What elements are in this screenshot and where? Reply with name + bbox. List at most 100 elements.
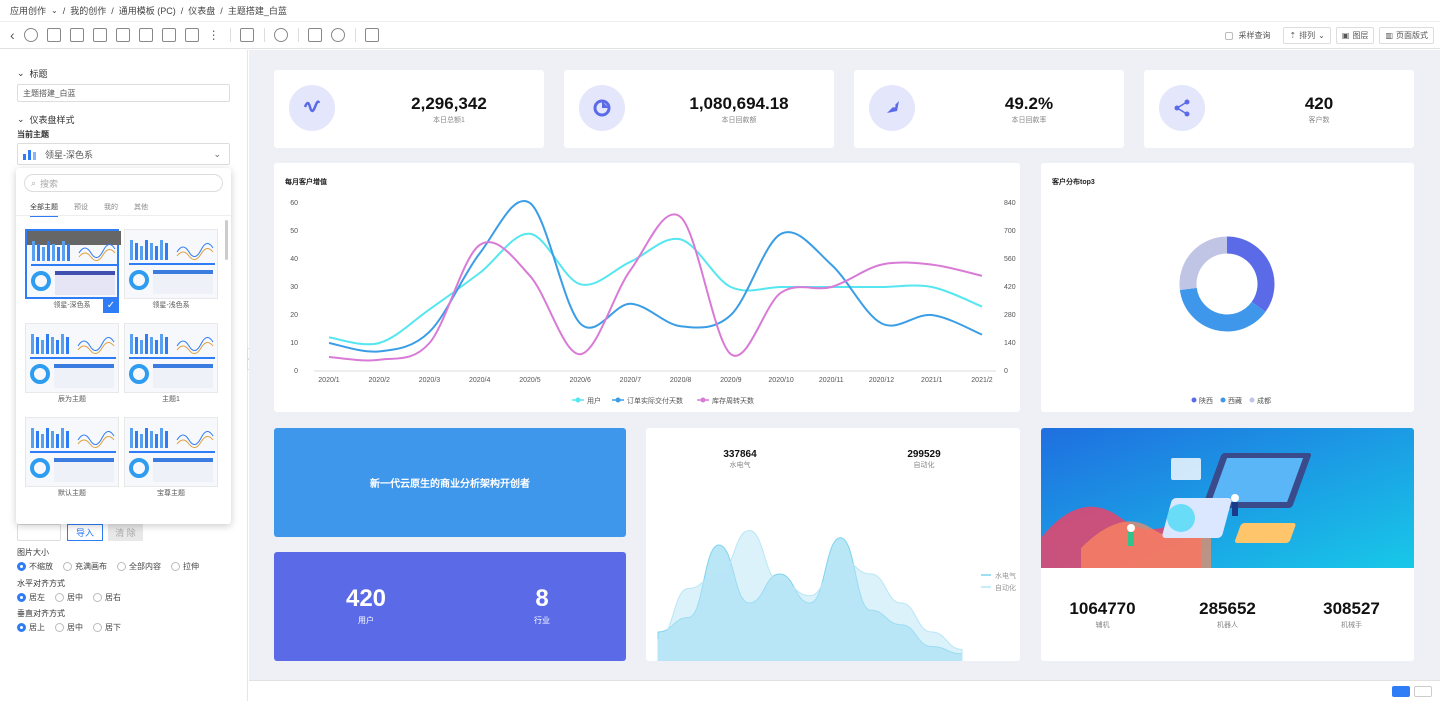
theme-search-input[interactable]: ⌕ 搜索 [24, 174, 223, 192]
component-icon[interactable] [115, 28, 130, 42]
theme-select[interactable]: 领星-深色系 ⌄ [17, 143, 230, 165]
kpi-value: 420 [1304, 94, 1334, 113]
radio-align-left[interactable]: 居左 [17, 592, 45, 603]
breadcrumb-item[interactable]: 通用模板 (PC) [118, 6, 176, 16]
desktop-view-icon[interactable] [1392, 686, 1410, 697]
radio-align-top[interactable]: 居上 [17, 622, 45, 633]
mobile-view-icon[interactable] [1414, 686, 1432, 697]
x-tick-label: 2020/9 [720, 377, 742, 384]
legend-label[interactable]: 自动化 [995, 583, 1016, 592]
area-chart-card[interactable]: 337864 水电气 299529 自动化 水电气 自动化 [646, 428, 1020, 661]
sample-query-checkbox[interactable] [1225, 31, 1234, 40]
theme-card[interactable]: 主题1 [124, 323, 218, 407]
table-icon[interactable] [92, 28, 107, 42]
line-chart-card[interactable]: 每月客户增值 0 0 10 140 20 280 30 420 40 560 50 700 60 840 2… [274, 163, 1020, 412]
style-section-header[interactable]: ⌄ 仪表盘样式 [17, 113, 75, 126]
image-icon[interactable] [46, 28, 61, 42]
chevron-down-icon[interactable]: ⌄ [51, 6, 58, 15]
y-tick-left: 20 [290, 312, 298, 319]
theme-card[interactable]: 默认主题 [25, 417, 119, 501]
breadcrumb-item[interactable]: 仪表盘 [188, 6, 216, 16]
legend-label[interactable]: 陕西 [1199, 396, 1213, 405]
bar-chart-icon [23, 150, 36, 160]
arrange-button[interactable]: ⇡ 排列 ⌄ [1283, 27, 1331, 44]
list-icon[interactable] [138, 28, 153, 42]
x-tick-label: 2020/4 [469, 377, 491, 384]
refresh-icon[interactable] [273, 28, 288, 42]
theme-preview-graphic [30, 334, 116, 388]
donut-chart: 陕西 西藏 成都 [1179, 236, 1275, 405]
present-icon[interactable] [239, 28, 254, 42]
radio-no-scale[interactable]: 不缩放 [17, 561, 53, 572]
theme-preview [25, 229, 121, 299]
dashboard-canvas: 2,296,342 本日总额1 1,080,694.18 本日回款额 49.2%… [249, 50, 1440, 680]
legend-label[interactable]: 订单实际交付天数 [627, 396, 683, 405]
y-tick-right: 420 [1004, 284, 1016, 291]
radio-align-right[interactable]: 居右 [93, 592, 121, 603]
legend-label[interactable]: 西藏 [1228, 396, 1242, 405]
illustration-card[interactable]: 1064770 辅机 285652 机器人 308527 机械手 [1041, 428, 1414, 661]
kpi-value: 49.2% [1004, 94, 1054, 113]
donut-slice[interactable] [1179, 287, 1266, 332]
legend-label[interactable]: 用户 [587, 396, 601, 405]
stats-card[interactable]: 420 用户 8 行业 [274, 552, 626, 661]
h-align-label: 水平对齐方式 [17, 579, 65, 588]
kpi-card[interactable]: 420 客户数 [1144, 70, 1414, 148]
donut-chart-card[interactable]: 客户分布top3 陕西 西藏 成都 [1041, 163, 1414, 412]
layers-button[interactable]: ▣ 图层 [1335, 27, 1375, 44]
share-icon[interactable] [330, 28, 345, 42]
page-format-button[interactable]: ▥ 页面版式 [1379, 27, 1434, 44]
theme-card[interactable]: 宝尊主题 [124, 417, 218, 501]
legend-label[interactable]: 成都 [1257, 396, 1271, 405]
theme-preview [25, 323, 119, 393]
title-input[interactable]: 主题搭建_白蓝 [17, 84, 230, 102]
breadcrumb-separator: / [220, 5, 223, 16]
filter-icon[interactable] [161, 28, 176, 42]
dropdown-scrollbar[interactable] [225, 220, 228, 260]
title-section-header[interactable]: ⌄ 标题 [17, 67, 48, 80]
legend-label[interactable]: 水电气 [995, 571, 1016, 580]
legend-label[interactable]: 库存周转天数 [712, 396, 754, 405]
export-icon[interactable] [364, 28, 379, 42]
more-icon[interactable]: ⋮ [207, 28, 220, 42]
donut-slice[interactable] [1226, 236, 1275, 312]
tab-mine[interactable]: 我的 [104, 204, 118, 211]
selected-check-icon: ✓ [103, 298, 119, 313]
theme-card[interactable]: 辰为主题 [25, 323, 119, 407]
radio-align-center[interactable]: 居中 [55, 592, 83, 603]
back-icon[interactable]: ‹ [10, 27, 15, 43]
metric-value: 337864 [723, 449, 757, 460]
legend-marker [575, 397, 581, 403]
expand-icon[interactable] [307, 28, 322, 42]
theme-card[interactable]: 领星-深色系 ✓ [25, 229, 121, 313]
breadcrumb-item[interactable]: 应用创作 [10, 6, 47, 16]
kpi-card[interactable]: 2,296,342 本日总额1 [274, 70, 544, 148]
image-upload-field[interactable] [17, 524, 61, 541]
v-align-radios: 居上 居中 居下 [17, 622, 121, 633]
import-button[interactable]: 导入 [67, 524, 103, 541]
y-tick-left: 10 [290, 340, 298, 347]
metric-value: 308527 [1323, 599, 1380, 618]
kpi-card[interactable]: 49.2% 本日回款率 [854, 70, 1124, 148]
tab-all-themes[interactable]: 全部主题 [30, 202, 58, 217]
radio-stretch[interactable]: 拉伸 [171, 561, 199, 572]
kpi-card[interactable]: 1,080,694.18 本日回款额 [564, 70, 834, 148]
theme-preview-graphic [27, 231, 121, 295]
text-icon[interactable] [69, 28, 84, 42]
metric-label: 辅机 [1095, 622, 1110, 629]
banner-card[interactable]: 新一代云原生的商业分析架构开创者 [274, 428, 626, 537]
breadcrumb-item[interactable]: 我的创作 [70, 6, 107, 16]
tab-other[interactable]: 其他 [134, 204, 148, 211]
clear-button[interactable]: 清 除 [108, 524, 143, 541]
theme-card[interactable]: 领星-浅色系 [124, 229, 218, 313]
x-tick-label: 2020/10 [768, 377, 793, 384]
donut-slice[interactable] [1179, 236, 1228, 290]
tab-preset[interactable]: 预设 [74, 204, 88, 211]
radio-align-bottom[interactable]: 居下 [93, 622, 121, 633]
radio-fill-canvas[interactable]: 充满画布 [63, 561, 107, 572]
zoom-icon[interactable] [23, 28, 38, 42]
radio-all-content[interactable]: 全部内容 [117, 561, 161, 572]
radio-align-middle[interactable]: 居中 [55, 622, 83, 633]
layout-icon[interactable] [184, 28, 199, 42]
y-tick-right: 840 [1004, 200, 1016, 207]
